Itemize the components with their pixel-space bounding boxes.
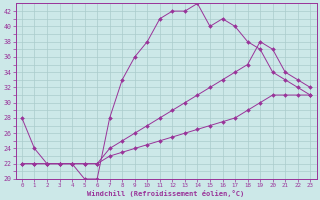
X-axis label: Windchill (Refroidissement éolien,°C): Windchill (Refroidissement éolien,°C)	[87, 190, 245, 197]
